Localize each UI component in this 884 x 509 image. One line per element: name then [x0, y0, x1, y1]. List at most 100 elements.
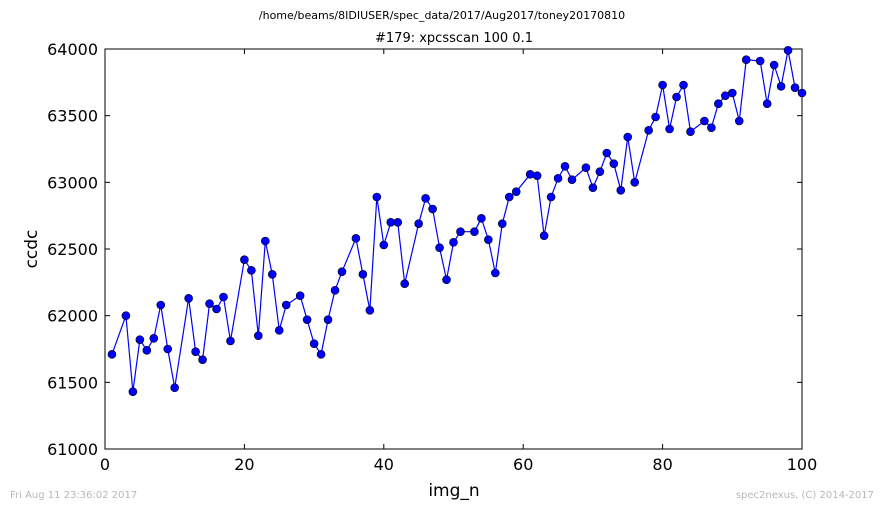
data-point	[400, 279, 410, 288]
data-point	[700, 116, 709, 126]
data-point	[727, 88, 737, 98]
data-point	[128, 387, 138, 396]
data-point	[644, 126, 653, 135]
data-point	[707, 123, 716, 132]
data-point	[504, 192, 514, 202]
y-tick-label: 61000	[47, 440, 98, 459]
data-point	[679, 80, 688, 90]
data-point	[560, 162, 570, 171]
footer-credit: spec2nexus, (C) 2014-2017	[736, 490, 874, 501]
y-tick-label: 63500	[47, 107, 98, 126]
data-point	[184, 294, 193, 303]
y-tick-label: 64000	[47, 40, 98, 59]
data-point	[351, 234, 361, 243]
data-point	[651, 112, 660, 122]
data-point	[121, 311, 131, 320]
data-point	[302, 315, 312, 324]
data-point	[295, 291, 305, 300]
data-point	[267, 270, 277, 279]
data-point	[658, 80, 667, 90]
y-tick-label: 61500	[47, 373, 98, 392]
data-point	[497, 219, 507, 228]
y-tick-label: 62000	[47, 307, 98, 326]
data-point	[421, 194, 430, 203]
data-point	[539, 231, 549, 240]
data-point	[491, 268, 500, 278]
data-point	[477, 214, 486, 223]
plot-frame	[104, 48, 803, 450]
chart-title: #179: xpcsscan 100 0.1	[375, 31, 533, 46]
y-axis: 61000 61500 62000 62500 63000 63500 64000	[47, 40, 802, 459]
data-point	[149, 334, 159, 343]
data-point	[686, 127, 695, 136]
data-point	[261, 236, 270, 246]
x-tick-label: 80	[652, 455, 672, 474]
data-point	[449, 238, 458, 247]
data-point	[198, 355, 207, 364]
data-point	[247, 266, 256, 275]
data-point	[281, 300, 291, 310]
data-point	[330, 286, 340, 295]
data-point	[323, 315, 333, 324]
data-point	[525, 170, 535, 179]
x-axis: 0 20 40 60 80 100	[100, 49, 817, 474]
data-point	[484, 235, 493, 244]
data-point	[672, 92, 681, 102]
data-point	[665, 124, 674, 134]
y-axis-label: ccdc	[22, 230, 42, 269]
data-point	[219, 292, 228, 302]
data-point	[309, 339, 319, 348]
data-point	[212, 304, 221, 314]
data-point	[191, 347, 200, 356]
x-tick-label: 0	[100, 455, 110, 474]
data-point	[567, 175, 577, 184]
data-point	[630, 178, 640, 187]
data-point	[365, 306, 375, 315]
data-point	[456, 227, 465, 236]
data-point	[435, 243, 444, 252]
series-layer	[107, 46, 807, 396]
data-point	[511, 187, 521, 196]
y-tick-label: 62500	[47, 240, 98, 259]
footer-timestamp: Fri Aug 11 23:36:02 2017	[10, 490, 137, 501]
data-point	[762, 99, 772, 108]
y-tick-label: 63000	[47, 173, 98, 192]
data-point	[393, 218, 403, 227]
data-point	[142, 346, 152, 355]
data-point	[156, 300, 166, 310]
data-point	[254, 331, 263, 340]
x-tick-label: 20	[234, 455, 254, 474]
data-point	[616, 186, 626, 195]
data-point	[274, 326, 284, 335]
data-point	[240, 255, 249, 264]
x-tick-label: 60	[513, 455, 533, 474]
data-point	[205, 299, 214, 308]
x-tick-label: 100	[787, 455, 818, 474]
x-tick-label: 40	[374, 455, 394, 474]
data-point	[358, 270, 368, 279]
data-point	[135, 335, 145, 344]
data-point	[372, 192, 382, 202]
data-point	[734, 116, 744, 126]
data-point	[783, 46, 793, 55]
data-point	[316, 350, 326, 359]
data-point	[107, 350, 117, 359]
data-point	[470, 227, 479, 236]
x-axis-label: img_n	[428, 481, 479, 501]
data-point	[776, 82, 786, 91]
data-point	[532, 171, 542, 180]
data-point	[379, 240, 389, 250]
data-point	[790, 83, 800, 92]
data-point	[595, 167, 605, 176]
data-point	[602, 148, 612, 158]
data-point	[414, 219, 423, 228]
data-point	[163, 344, 173, 354]
data-point	[623, 132, 633, 142]
data-point	[442, 275, 451, 284]
chart-suptitle: /home/beams/8IDIUSER/spec_data/2017/Aug2…	[259, 9, 625, 22]
data-point	[741, 55, 751, 64]
data-point	[609, 159, 619, 168]
data-point	[170, 383, 179, 392]
data-point	[714, 99, 723, 108]
